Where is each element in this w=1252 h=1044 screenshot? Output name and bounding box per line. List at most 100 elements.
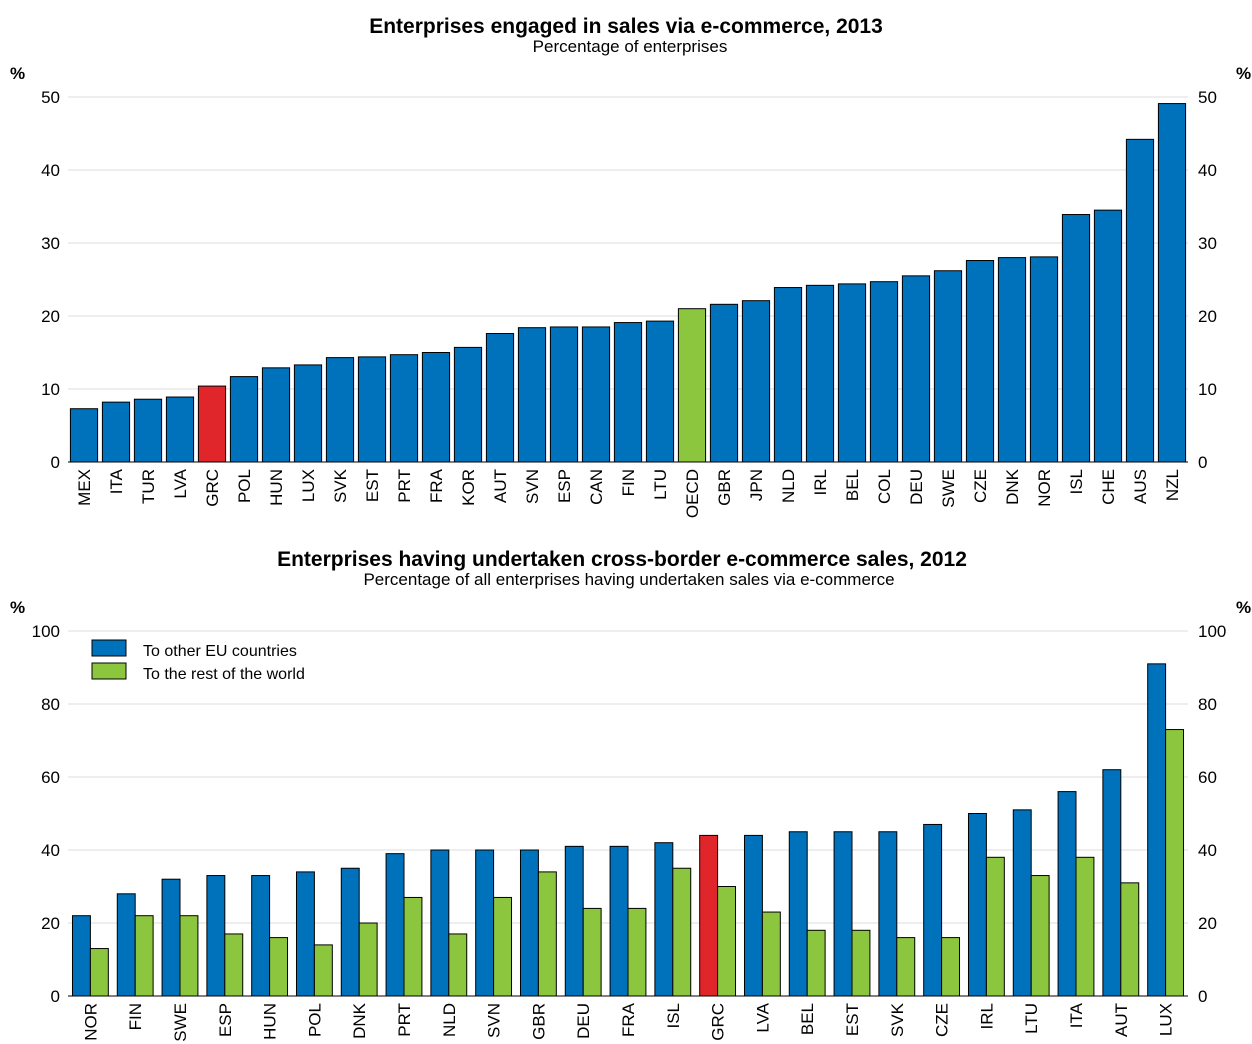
bar-nor-world (89, 948, 109, 997)
bar-fra-eu (609, 845, 629, 997)
bar-can (581, 326, 611, 463)
chart2-category-label: GRC (709, 1003, 728, 1041)
legend-swatch-eu (91, 639, 127, 657)
legend-label-eu: To other EU countries (143, 643, 297, 660)
bar-fin-eu (116, 893, 136, 997)
bar-esp-world (224, 933, 244, 997)
chart2-category-label: POL (305, 1003, 324, 1037)
chart1-ytick-left: 30 (41, 234, 60, 253)
bar-cze-eu (923, 823, 943, 997)
chart1-ytick-left: 20 (41, 307, 60, 326)
chart1-category-label: IRL (811, 469, 830, 495)
chart2-category-label: EST (843, 1003, 862, 1036)
chart1-category-label: SVN (523, 469, 542, 504)
bar-dnk (997, 257, 1027, 463)
chart1-category-label: AUT (491, 469, 510, 503)
bar-fra (421, 352, 451, 463)
chart1-category-label: NOR (1035, 469, 1054, 507)
bar-svn-eu (475, 849, 495, 997)
bar-swe-world (179, 915, 199, 997)
chart1-category-label: NLD (779, 469, 798, 503)
chart1-ytick-left: 50 (41, 88, 60, 107)
bar-jpn (741, 300, 771, 463)
chart2-ytick-right: 0 (1198, 987, 1207, 1006)
bar-hun-world (269, 937, 289, 997)
bar-deu-world (582, 907, 602, 997)
chart1-category-label: CAN (587, 469, 606, 505)
chart2-category-label: SWE (171, 1003, 190, 1042)
bar-swe (933, 270, 963, 463)
chart1-y-ticks: 0 0 10 10 20 20 30 30 40 40 50 50 (41, 88, 1217, 472)
chart2-category-label: ISL (664, 1003, 683, 1029)
chart2-category-label: CZE (933, 1003, 952, 1037)
chart1-title: Enterprises engaged in sales via e-comme… (369, 15, 883, 38)
bar-nzl (1157, 103, 1187, 463)
chart1-ylabel-right: % (1236, 64, 1251, 83)
chart2-category-label: LVA (753, 1002, 772, 1032)
bar-lux-eu (1147, 663, 1167, 997)
chart2-category-label: NOR (81, 1003, 100, 1041)
bar-est (357, 356, 387, 463)
bar-grc (197, 385, 227, 463)
chart1-category-label: ESP (555, 469, 574, 503)
bar-grc-eu (699, 834, 719, 997)
bar-fin-world (134, 915, 154, 997)
chart1-category-label: PRT (395, 469, 414, 503)
bar-nor-eu (71, 915, 91, 997)
chart2-category-label: NLD (440, 1003, 459, 1037)
bar-gbr-world (537, 871, 557, 997)
chart2-category-label: DNK (350, 1002, 369, 1039)
chart2-ylabel-right: % (1236, 598, 1251, 617)
chart1-category-label: LVA (171, 468, 190, 498)
chart2-ytick-right: 40 (1198, 841, 1217, 860)
bar-svk (325, 357, 355, 463)
bar-est-eu (833, 831, 853, 997)
bar-deu (901, 275, 931, 463)
chart2-category-labels: NOR FIN SWE ESP HUN POL DNK PRT NLD SVN GBR DEU FRA I… (81, 1002, 1175, 1041)
bar-aus (1125, 138, 1155, 463)
chart1-category-label: HUN (267, 469, 286, 506)
chart1-bars (69, 103, 1187, 463)
bar-kor (453, 346, 483, 463)
bar-ltu-eu (1012, 809, 1032, 997)
bar-pol-eu (295, 871, 315, 997)
bar-irl-world (985, 856, 1005, 997)
chart2-y-ticks: 0 0 20 20 40 40 60 60 80 80 100 100 (32, 622, 1227, 1006)
chart2-category-label: LUX (1157, 1003, 1176, 1036)
bar-irl (805, 284, 835, 463)
chart1-ytick-right: 50 (1198, 88, 1217, 107)
bar-hun (261, 367, 291, 463)
chart1-category-label: GBR (715, 469, 734, 506)
bar-bel-world (806, 929, 826, 997)
chart2-category-label: AUT (1112, 1003, 1131, 1037)
chart2-category-label: BEL (798, 1003, 817, 1035)
chart1-category-label: ITA (107, 468, 126, 494)
bar-ita (101, 401, 131, 463)
chart1-ytick-left: 40 (41, 161, 60, 180)
bar-aut-world (1120, 882, 1140, 997)
bar-ltu (645, 320, 675, 463)
chart1-ytick-left: 0 (51, 453, 60, 472)
bar-bel-eu (788, 831, 808, 997)
bar-col (869, 281, 899, 463)
chart2-ytick-right: 100 (1198, 622, 1226, 641)
chart1-category-label: SWE (939, 469, 958, 508)
chart1-category-label: LTU (651, 469, 670, 500)
chart2-category-label: LTU (1022, 1003, 1041, 1034)
bar-deu-eu (564, 845, 584, 997)
chart2-bars (71, 663, 1185, 997)
bar-fin (613, 322, 643, 463)
chart1-ytick-right: 10 (1198, 380, 1217, 399)
bar-fra-world (627, 907, 647, 997)
chart1-ytick-right: 0 (1198, 453, 1207, 472)
chart2-ytick-right: 80 (1198, 695, 1217, 714)
chart2-category-label: DEU (574, 1003, 593, 1039)
chart2-category-label: HUN (261, 1003, 280, 1040)
chart2-ytick-right: 60 (1198, 768, 1217, 787)
bar-nld (773, 287, 803, 463)
bar-ita-world (1075, 856, 1095, 997)
bar-lux (293, 364, 323, 463)
chart2-ytick-left: 80 (41, 695, 60, 714)
bar-gbr-eu (519, 849, 539, 997)
bar-che (1093, 209, 1123, 463)
